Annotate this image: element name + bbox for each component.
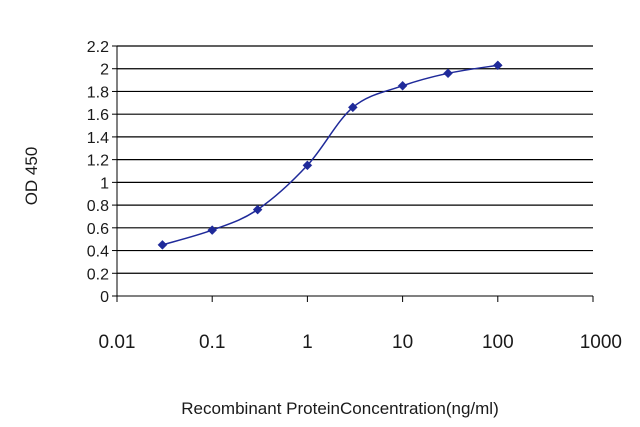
data-point-marker	[397, 80, 408, 91]
data-point-marker	[492, 60, 503, 71]
gridlines	[117, 45, 593, 274]
y-tick-label: 1.4	[87, 130, 109, 147]
y-tick-label: 1	[100, 175, 109, 192]
data-point-marker	[347, 102, 358, 113]
x-tick-label: 0.01	[99, 332, 136, 353]
y-tick-label: 0.2	[87, 266, 109, 283]
data-point-marker	[207, 225, 218, 235]
data-point-marker	[157, 240, 168, 250]
series-line	[162, 64, 498, 246]
data-point-marker	[252, 204, 263, 215]
data-point-marker	[443, 68, 453, 79]
y-tick-label: 1.6	[87, 107, 109, 124]
data-point-marker	[302, 160, 313, 171]
series	[157, 60, 503, 250]
y-tick-label: 0.4	[87, 244, 109, 261]
y-tick-label: 0	[100, 289, 109, 306]
y-tick-label: 1.2	[87, 153, 109, 170]
plot-area	[117, 46, 593, 296]
y-tick-label: 2.2	[87, 39, 109, 56]
x-tick-label: 1	[302, 332, 313, 353]
x-axis-title: Recombinant ProteinConcentration(ng/ml)	[181, 399, 499, 418]
x-tick-label: 0.1	[199, 332, 225, 353]
y-tick-label: 0.6	[87, 221, 109, 238]
x-tick-label: 100	[482, 332, 514, 353]
x-ticks: 0.01 0.1 1 10 100 1000	[99, 296, 622, 353]
y-axis-title: OD 450	[22, 147, 41, 206]
y-ticks: 0 0.2 0.4 0.6 0.8 1 1.2 1.4 1.6 1.8 2 2.2	[87, 39, 117, 306]
y-tick-label: 2	[100, 62, 109, 79]
x-tick-label: 1000	[580, 332, 622, 353]
y-tick-label: 0.8	[87, 198, 109, 215]
x-tick-label: 10	[392, 332, 413, 353]
y-tick-label: 1.8	[87, 84, 109, 101]
